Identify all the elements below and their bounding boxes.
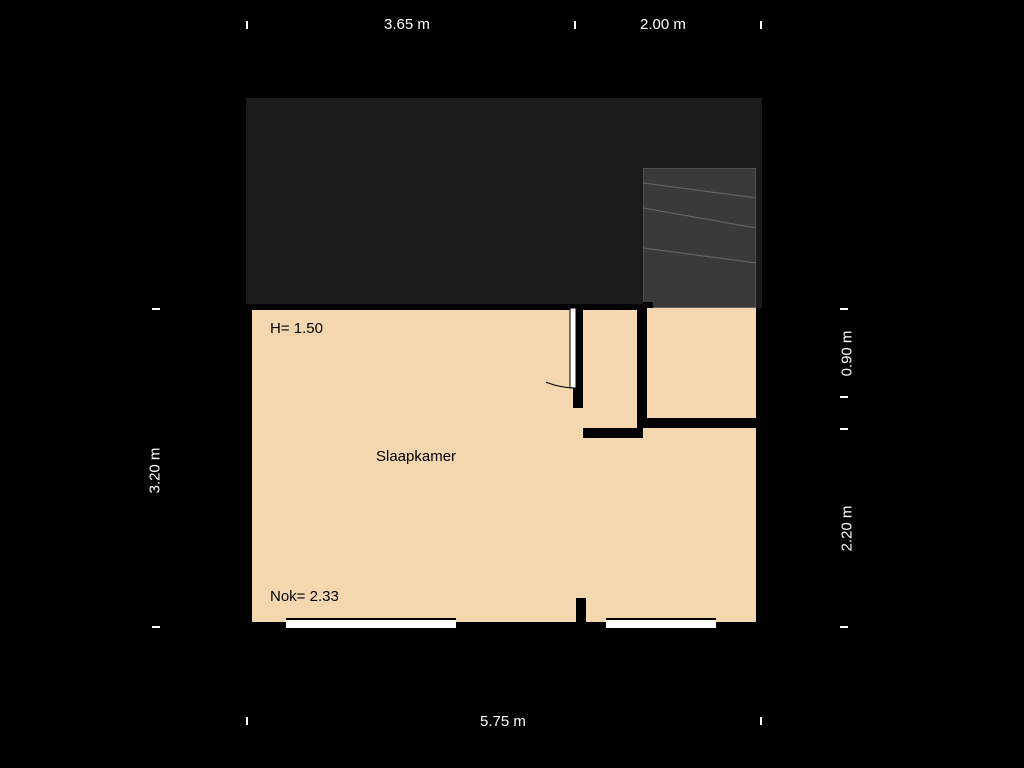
room-slaapkamer bbox=[246, 308, 762, 628]
dim-tick bbox=[760, 21, 762, 29]
floorplan-stage: 3.65 m 2.00 m 3.20 m 0.90 m 2.20 m 5.75 … bbox=[0, 0, 1024, 768]
label-ridge: Nok= 2.33 bbox=[270, 588, 339, 605]
dim-bottom: 5.75 m bbox=[480, 713, 526, 730]
dim-tick bbox=[760, 717, 762, 725]
wall-stair-bottom bbox=[643, 418, 762, 428]
dim-tick bbox=[246, 21, 248, 29]
wall-stair-left bbox=[637, 308, 647, 428]
door-swing-svg bbox=[546, 308, 636, 408]
label-room-name: Slaapkamer bbox=[376, 448, 456, 465]
dim-tick bbox=[840, 308, 848, 310]
wall-notch-v bbox=[583, 428, 593, 438]
dim-tick bbox=[152, 626, 160, 628]
dim-tick bbox=[840, 428, 848, 430]
wall-pier bbox=[576, 598, 586, 628]
dim-right-top: 0.90 m bbox=[838, 331, 855, 377]
dim-tick bbox=[246, 717, 248, 725]
dim-left: 3.20 m bbox=[146, 448, 163, 494]
door bbox=[546, 308, 636, 408]
dim-right-bottom: 2.20 m bbox=[838, 506, 855, 552]
dim-tick bbox=[840, 626, 848, 628]
wall-right-return bbox=[752, 418, 762, 428]
label-height: H= 1.50 bbox=[270, 320, 323, 337]
dim-tick bbox=[574, 21, 576, 29]
window-right bbox=[606, 618, 716, 630]
dim-tick bbox=[152, 308, 160, 310]
dim-top-right: 2.00 m bbox=[640, 16, 686, 33]
dim-top-left: 3.65 m bbox=[384, 16, 430, 33]
window-left bbox=[286, 618, 456, 630]
plan: H= 1.50 Slaapkamer Nok= 2.33 bbox=[246, 98, 762, 628]
dim-tick bbox=[840, 396, 848, 398]
